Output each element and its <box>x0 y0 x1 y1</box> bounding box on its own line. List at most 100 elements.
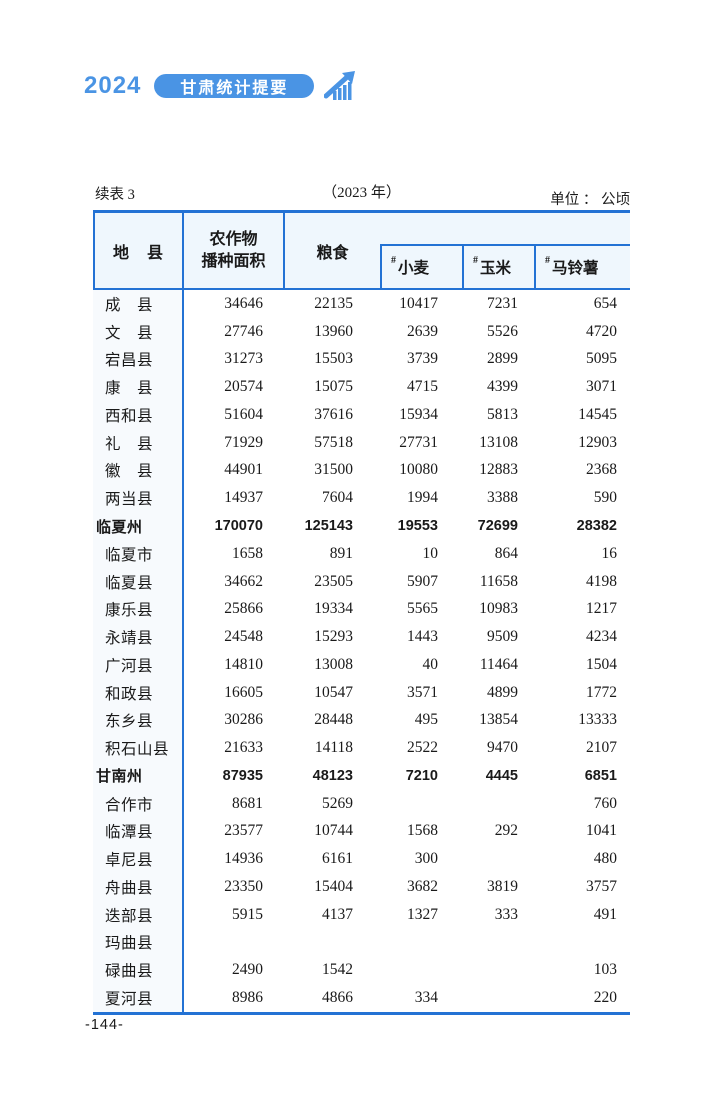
sub-header-row: # 小麦 # 玉米 # 马铃薯 <box>380 244 630 288</box>
hash-mark: # <box>473 255 478 266</box>
row-value: 4137 <box>322 905 353 923</box>
row-value: 3682 <box>407 877 438 895</box>
row-value: 654 <box>593 294 617 312</box>
row-label: 永靖县 <box>93 623 184 651</box>
row-value: 16 <box>601 544 618 562</box>
row-label: 广河县 <box>93 650 184 679</box>
row-value: 13960 <box>314 322 353 340</box>
row-value: 28448 <box>314 711 353 729</box>
row-value: 3739 <box>407 350 438 368</box>
row-value: 11464 <box>479 655 518 673</box>
row-label: 碌曲县 <box>93 956 184 985</box>
row-value: 170070 <box>214 518 263 534</box>
row-value: 8681 <box>232 794 263 812</box>
unit-label: 单位 ： 公顷 <box>550 192 630 208</box>
row-value: 1772 <box>586 683 617 701</box>
row-value: 14810 <box>224 655 263 673</box>
row-value <box>534 929 630 957</box>
row-value <box>380 790 462 818</box>
row-value: 23577 <box>224 822 263 840</box>
row-value: 57518 <box>314 433 353 451</box>
row-value <box>462 956 534 984</box>
row-value: 21633 <box>224 739 263 757</box>
row-value: 5526 <box>487 322 518 340</box>
row-label: 两当县 <box>93 484 184 513</box>
table-row: 玛曲县 <box>93 928 630 957</box>
row-value: 300 <box>414 850 438 868</box>
row-value: 10 <box>422 544 439 562</box>
row-value: 4234 <box>586 628 617 646</box>
row-value: 25866 <box>224 600 263 618</box>
row-value: 71929 <box>224 433 263 451</box>
row-label: 迭部县 <box>93 900 184 929</box>
col-header-crop-area: 农作物 播种面积 <box>184 213 285 288</box>
row-value: 760 <box>593 794 617 812</box>
row-value: 103 <box>593 961 617 979</box>
table-row: 甘南州 87935 48123 7210 4445 6851 <box>93 762 630 790</box>
row-value: 2368 <box>586 461 617 479</box>
row-value: 1658 <box>232 544 263 562</box>
table-row: 临潭县 23577 10744 1568 292 1041 <box>93 817 630 846</box>
row-value: 12903 <box>578 433 617 451</box>
row-value: 292 <box>494 822 518 840</box>
row-label: 康 县 <box>93 373 184 402</box>
row-value: 491 <box>593 905 617 923</box>
table-row: 舟曲县 23350 15404 3682 3819 3757 <box>93 873 630 901</box>
row-value: 2639 <box>407 322 438 340</box>
table-row: 成 县 34646 22135 10417 7231 654 <box>93 290 630 318</box>
col-header-wheat: # 小麦 <box>380 246 462 288</box>
row-value: 30286 <box>224 711 263 729</box>
row-label: 文 县 <box>93 317 184 346</box>
table-row: 两当县 14937 7604 1994 3388 590 <box>93 484 630 513</box>
table-row: 碌曲县 2490 1542 103 <box>93 956 630 985</box>
table-row: 宕昌县 31273 15503 3739 2899 5095 <box>93 345 630 374</box>
table-row: 徽 县 44901 31500 10080 12883 2368 <box>93 456 630 485</box>
row-value: 22135 <box>314 294 353 312</box>
col-header-potato-label: 马铃薯 <box>552 260 599 277</box>
hash-mark: # <box>545 255 550 266</box>
table-header: 地 县 农作物 播种面积 粮食 # 小麦 # 玉米 # 马铃薯 <box>93 210 630 290</box>
row-value: 11658 <box>479 572 518 590</box>
row-value: 34646 <box>224 294 263 312</box>
table-row: 临夏州 170070 125143 19553 72699 28382 <box>93 512 630 540</box>
row-value <box>462 845 534 873</box>
table-continuation-label: 续表 3 <box>95 187 135 203</box>
row-value: 27746 <box>224 322 263 340</box>
row-label: 积石山县 <box>93 734 184 763</box>
row-value: 19553 <box>397 518 438 534</box>
brand-title: 甘肃统计提要 <box>180 80 289 97</box>
row-value <box>462 929 534 957</box>
row-value: 3757 <box>586 877 617 895</box>
row-value: 48123 <box>312 767 353 784</box>
row-value: 7210 <box>405 767 438 784</box>
table-body: 成 县 34646 22135 10417 7231 654 文 县 27746 13960 26… <box>93 290 630 1015</box>
row-label: 临潭县 <box>93 817 184 846</box>
row-value: 4399 <box>487 378 518 396</box>
row-value: 6161 <box>322 850 353 868</box>
row-value: 4198 <box>586 572 617 590</box>
row-value: 15293 <box>314 628 353 646</box>
row-value: 2107 <box>586 739 617 757</box>
row-value: 34662 <box>224 572 263 590</box>
year-badge: 2024 <box>84 72 142 99</box>
table-row: 临夏市 1658 891 10 864 16 <box>93 539 630 568</box>
row-value: 13008 <box>314 655 353 673</box>
table-row: 卓尼县 14936 6161 300 480 <box>93 845 630 874</box>
hash-mark: # <box>391 255 396 266</box>
table-row: 临夏县 34662 23505 5907 11658 4198 <box>93 567 630 596</box>
table-row: 和政县 16605 10547 3571 4899 1772 <box>93 678 630 707</box>
table-row: 西和县 51604 37616 15934 5813 14545 <box>93 401 630 429</box>
row-value: 87935 <box>222 767 263 784</box>
row-value: 16605 <box>224 683 263 701</box>
page-number: -144- <box>85 1017 124 1033</box>
table-row: 合作市 8681 5269 760 <box>93 789 630 818</box>
row-value: 1994 <box>407 489 438 507</box>
row-value: 15075 <box>314 378 353 396</box>
col-header-crop-area-line2: 播种面积 <box>201 252 266 270</box>
row-value: 40 <box>422 655 439 673</box>
sub-header-spacer <box>380 213 630 244</box>
row-value: 5907 <box>407 572 438 590</box>
row-value: 1542 <box>322 961 353 979</box>
row-label: 舟曲县 <box>93 873 184 901</box>
brand-header: 2024 甘肃统计提要 <box>84 71 357 100</box>
